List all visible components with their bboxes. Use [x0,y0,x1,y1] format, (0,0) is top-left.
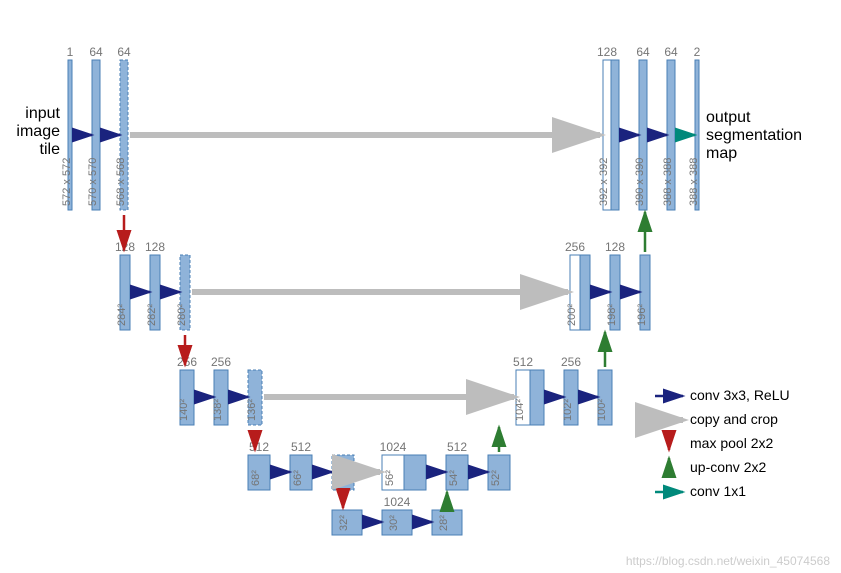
dim: 572 x 572 [61,158,73,206]
channels: 2 [694,45,701,59]
channels: 64 [117,45,131,59]
dim: 388 x 388 [662,158,674,206]
dim: 30² [388,515,400,531]
block-d3a2 [530,370,544,425]
dim: 54² [448,470,460,486]
block-d1a2 [611,60,619,210]
channels: 64 [89,45,103,59]
block-d2b: 128 198² [605,240,625,330]
output-label: output [706,109,751,126]
unet-diagram: 1572 x 57264570 x 57064568 x 568128284²1… [0,0,841,573]
legend-copy-label: copy and crop [690,411,778,427]
dim: 104² [514,399,526,421]
channels: 512 [249,440,269,454]
block-e3b: 256 138² [211,355,231,425]
block-e1b: 64 570 x 570 [87,45,103,210]
dim: 136² [246,399,258,421]
legend-conv-label: conv 3x3, ReLU [690,387,790,403]
channels: 64 [636,45,650,59]
block-e2b: 128 282² [145,240,165,330]
block-d4c: 52² [488,455,510,490]
block-d4a: 1024 56² [380,440,407,490]
dim: 196² [636,304,648,326]
block-e3c: 136² [246,370,262,425]
block-b1: 32² [332,510,362,535]
block-b2: 1024 30² [382,495,412,535]
channels: 1024 [380,440,407,454]
input-label: image [16,123,60,140]
channels: 256 [561,355,581,369]
output-label: segmentation [706,127,802,144]
block-d1b: 64 390 x 390 [634,45,650,210]
channels: 512 [513,355,533,369]
dim: 32² [338,515,350,531]
block-d2a2 [580,255,590,330]
block-d4b: 512 54² [446,440,468,490]
block-e1a: 1 572 x 572 [61,45,74,210]
block-e4a: 512 68² [248,440,270,490]
block-e1c: 64 568 x 568 [115,45,131,210]
dim: 64² [334,470,346,486]
block-d3b: 256 102² [561,355,581,425]
dim: 56² [384,470,396,486]
block-e2a: 128284² [115,240,135,330]
dim: 28² [438,515,450,531]
dim: 280² [176,304,188,326]
dim: 66² [292,470,304,486]
channels: 128 [597,45,617,59]
dim: 68² [250,470,262,486]
output-label: map [706,145,737,162]
dim: 200² [566,304,578,326]
watermark: https://blog.csdn.net/weixin_45074568 [626,554,830,568]
channels: 128 [605,240,625,254]
dim: 388 x 388 [688,158,700,206]
block-b3: 28² [432,510,462,535]
dim: 392 x 392 [598,158,610,206]
block-d1d: 2 388 x 388 [688,45,701,210]
block-e3a: 256 140² [177,355,197,425]
block-d3c: 100² [596,370,612,425]
channels: 512 [291,440,311,454]
dim: 102² [562,399,574,421]
channels: 1 [67,45,74,59]
block-d1c: 64 388 x 388 [662,45,678,210]
dim: 390 x 390 [634,158,646,206]
legend-conv1x1-label: conv 1x1 [690,483,746,499]
channels: 256 [177,355,197,369]
legend-pool-label: max pool 2x2 [690,435,773,451]
dim: 138² [212,399,224,421]
dim: 100² [596,399,608,421]
dim: 198² [606,304,618,326]
channels: 1024 [384,495,411,509]
dim: 570 x 570 [87,158,99,206]
dim: 568 x 568 [115,158,127,206]
dim: 282² [146,304,158,326]
block-e4b: 512 66² [290,440,312,490]
dim: 284² [116,304,128,326]
channels: 128 [145,240,165,254]
input-label: tile [40,141,61,158]
channels: 256 [211,355,231,369]
dim: 140² [178,399,190,421]
legend-upconv-label: up-conv 2x2 [690,459,766,475]
channels: 64 [664,45,678,59]
block-e4c: 64² [332,455,354,490]
block-d4a2 [404,455,426,490]
dim: 52² [490,470,502,486]
input-label: input [25,105,60,122]
channels: 512 [447,440,467,454]
channels: 256 [565,240,585,254]
